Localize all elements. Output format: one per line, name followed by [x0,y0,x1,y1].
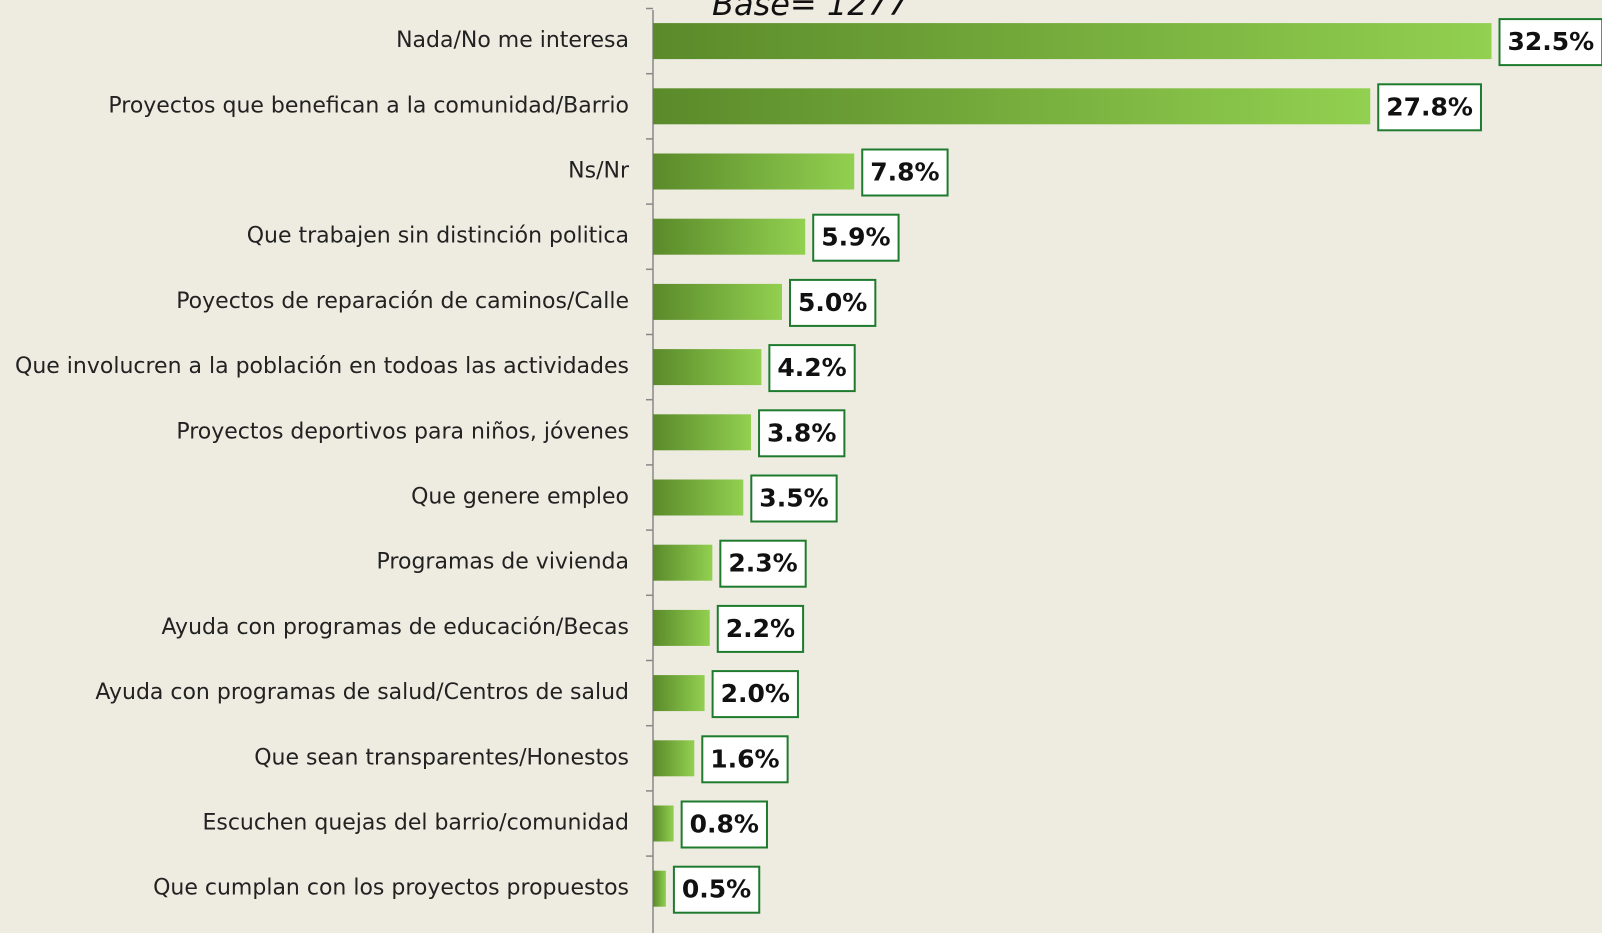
value-label: 5.0% [798,288,867,317]
bar [653,218,806,255]
value-label: 1.6% [710,744,779,773]
bar [653,88,1371,125]
value-label: 7.8% [870,158,939,187]
value-label: 2.0% [721,679,790,708]
value-label-box [711,670,799,719]
category-label: Proyectos que benefican a la comunidad/B… [108,93,629,118]
value-label-box [701,735,789,784]
category-label: Ayuda con programas de salud/Centros de … [95,680,629,705]
category-label: Escuchen quejas del barrio/comunidad [202,811,629,836]
value-label: 0.8% [690,810,759,839]
category-label: Nada/No me interesa [396,28,629,53]
value-label: 3.8% [767,418,836,447]
subtitle: Base= 1277 [712,0,909,23]
value-label-box [719,539,807,588]
value-label-box [861,148,949,197]
category-label: Programas de vivienda [377,550,629,575]
value-label: 0.5% [682,875,751,904]
value-label-box [1498,18,1602,67]
value-label: 2.2% [726,614,795,643]
category-label: Poyectos de reparación de caminos/Calle [176,289,629,314]
category-label: Que trabajen sin distinción politica [247,224,629,249]
value-label-box [750,474,838,523]
value-label-box [812,213,900,262]
value-label: 27.8% [1386,92,1473,121]
category-label: Ayuda con programas de educación/Becas [162,615,630,640]
category-label: Que genere empleo [411,485,629,510]
category-label: Proyectos deportivos para niños, jóvenes [176,419,629,444]
value-label-box [680,800,768,849]
category-label: Que sean transparentes/Honestos [254,745,629,770]
bar [653,675,705,712]
value-label: 5.9% [821,223,890,252]
value-label-box [768,344,856,393]
value-label-box [672,865,761,914]
category-label: Que involucren a la población en todoas … [15,354,629,379]
category-label: Que cumplan con los proyectos propuestos [153,876,629,901]
bar [653,349,762,386]
bar [653,283,782,320]
bar [653,153,855,190]
bar [653,23,1492,60]
value-label: 32.5% [1508,27,1595,56]
value-label-box [789,278,877,327]
bar [653,544,713,581]
bar [653,479,744,516]
bar [653,414,752,451]
bar [653,609,710,646]
bar [653,740,695,777]
bar [653,805,674,842]
value-label: 3.5% [759,484,828,513]
value-label-box [758,409,846,458]
value-label: 4.2% [777,353,846,382]
bar [653,870,666,907]
value-label: 2.3% [728,549,797,578]
value-label-box [716,604,805,653]
category-label: Ns/Nr [568,159,630,184]
value-label-box [1377,83,1482,132]
